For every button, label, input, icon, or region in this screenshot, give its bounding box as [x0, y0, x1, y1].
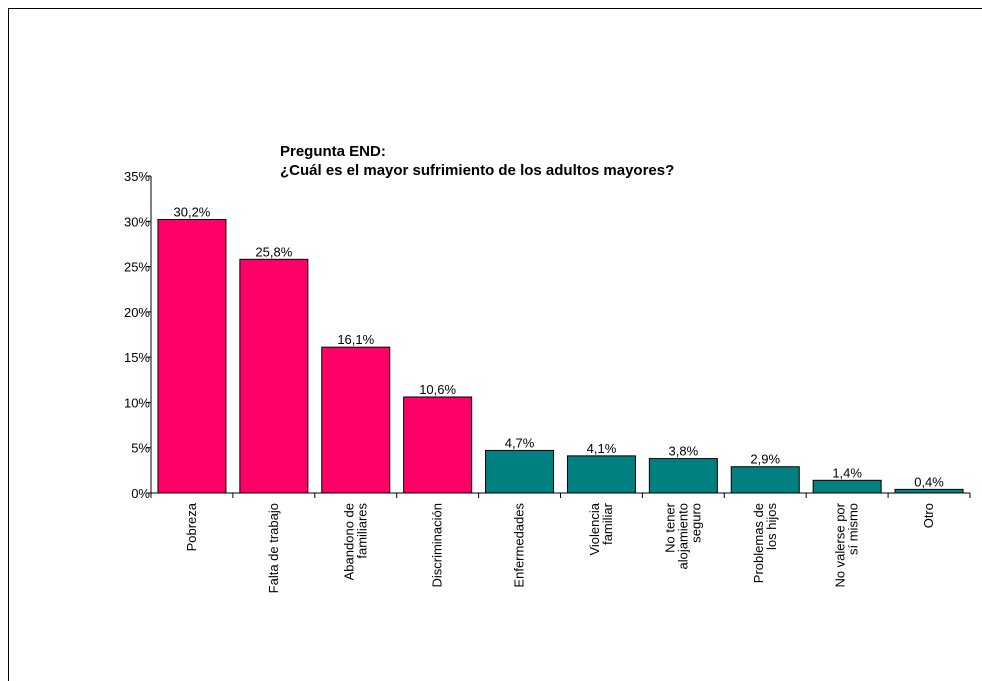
- x-tick-label-line: Pobreza: [184, 502, 199, 551]
- y-tick-label: 35%: [124, 169, 150, 184]
- y-tick-label: 5%: [131, 441, 150, 456]
- x-tick-label-line: Violencia: [587, 502, 602, 555]
- chart-title-line-2: ¿Cuál es el mayor sufrimiento de los adu…: [280, 162, 675, 179]
- x-tick-label-line: seguro: [688, 503, 703, 543]
- bar: [485, 449, 555, 494]
- x-tick-label-line: los hijos: [764, 503, 779, 550]
- bar: [321, 346, 391, 494]
- bar: [566, 455, 636, 494]
- bar: [239, 258, 309, 494]
- bar: [403, 396, 473, 494]
- y-tick-label: 10%: [124, 395, 150, 410]
- bar: [812, 479, 882, 494]
- x-tick-label-line: Falta de trabajo: [266, 503, 281, 593]
- x-tick-label-line: Discriminación: [430, 503, 445, 588]
- x-tick-label: Falta de trabajo: [266, 503, 281, 593]
- y-tick-label: 20%: [124, 305, 150, 320]
- x-tick-label-line: Abandono de: [341, 503, 356, 580]
- x-tick-label: Discriminación: [430, 503, 445, 588]
- x-tick-label: Abandono defamiliares: [341, 503, 369, 581]
- x-tick-label: Pobreza: [184, 502, 199, 551]
- x-tick-label-line: No tener: [662, 502, 677, 553]
- chart-frame: [8, 8, 982, 681]
- data-label: 16,1%: [337, 332, 374, 347]
- x-tick-label-line: Enfermedades: [512, 503, 527, 588]
- data-label: 4,1%: [587, 441, 617, 456]
- x-tick-label: No valerse porsí mismo: [833, 502, 861, 587]
- data-label: 1,4%: [832, 465, 862, 480]
- bar: [730, 466, 800, 494]
- y-tick-label: 15%: [124, 350, 150, 365]
- data-label: 30,2%: [174, 204, 211, 219]
- chart-title: Pregunta END: ¿Cuál es el mayor sufrimie…: [280, 142, 674, 180]
- data-label: 4,7%: [505, 435, 535, 450]
- y-tick-label: 0%: [131, 486, 150, 501]
- data-label: 10,6%: [419, 382, 456, 397]
- x-tick-label-line: familiar: [600, 502, 615, 545]
- chart-title-line-1: Pregunta END:: [280, 143, 386, 160]
- y-tick-label: 25%: [124, 260, 150, 275]
- x-tick-label: No teneralojamientoseguro: [662, 502, 703, 569]
- y-tick-label: 30%: [124, 214, 150, 229]
- x-tick-label-line: alojamiento: [675, 503, 690, 570]
- x-tick-label: Otro: [921, 503, 936, 528]
- bar: [157, 218, 227, 494]
- data-label: 3,8%: [669, 444, 699, 459]
- x-tick-label-line: familiares: [354, 503, 369, 559]
- data-label: 0,4%: [914, 474, 944, 489]
- x-tick-label: Problemas delos hijos: [751, 503, 779, 584]
- x-tick-label: Enfermedades: [512, 503, 527, 588]
- x-tick-label-line: sí mismo: [846, 503, 861, 555]
- bar: [894, 488, 964, 494]
- data-label: 2,9%: [750, 452, 780, 467]
- bar: [648, 458, 718, 494]
- data-label: 25,8%: [255, 244, 292, 259]
- x-tick-label: Violenciafamiliar: [587, 502, 615, 555]
- x-tick-label-line: No valerse por: [833, 502, 848, 587]
- x-tick-label-line: Otro: [921, 503, 936, 528]
- x-tick-label-line: Problemas de: [751, 503, 766, 583]
